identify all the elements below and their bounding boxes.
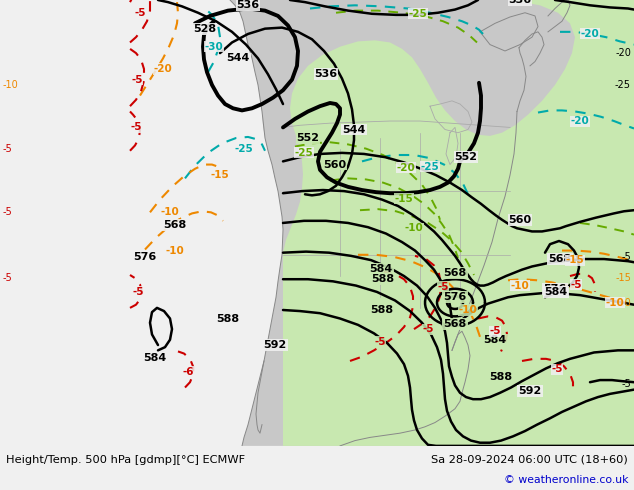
Text: -15: -15 (210, 170, 230, 180)
Text: 584: 584 (143, 353, 167, 363)
Text: © weatheronline.co.uk: © weatheronline.co.uk (503, 475, 628, 485)
Text: -15: -15 (394, 194, 413, 203)
Text: 568: 568 (443, 268, 467, 278)
Text: 536: 536 (236, 0, 259, 10)
Text: 584: 584 (370, 264, 392, 273)
Text: -25: -25 (295, 148, 313, 158)
Text: Height/Temp. 500 hPa [gdmp][°C] ECMWF: Height/Temp. 500 hPa [gdmp][°C] ECMWF (6, 455, 245, 465)
Text: -20: -20 (153, 64, 172, 74)
Text: -5: -5 (621, 379, 631, 390)
Text: -20: -20 (615, 48, 631, 58)
Text: -20: -20 (581, 29, 599, 39)
Text: -5: -5 (3, 273, 13, 283)
Text: -5: -5 (133, 287, 144, 297)
Text: 584: 584 (545, 287, 567, 297)
Text: -15: -15 (615, 273, 631, 283)
Text: 552: 552 (297, 133, 320, 143)
Text: -5: -5 (3, 207, 13, 218)
Text: 536: 536 (508, 0, 531, 5)
Polygon shape (283, 0, 634, 446)
Text: -10: -10 (165, 245, 184, 256)
Text: -5: -5 (489, 326, 501, 336)
Text: -5: -5 (374, 337, 385, 347)
Text: -5: -5 (131, 74, 143, 85)
Text: -6: -6 (182, 367, 194, 377)
Text: 576: 576 (543, 284, 567, 294)
Text: -10: -10 (510, 281, 529, 291)
Text: -10: -10 (3, 80, 19, 90)
Text: -20: -20 (397, 163, 415, 173)
Text: -10: -10 (458, 305, 477, 315)
Text: -10: -10 (404, 223, 424, 233)
Text: -15: -15 (566, 255, 585, 265)
Text: 544: 544 (226, 53, 250, 63)
Text: 584: 584 (483, 335, 507, 345)
Text: -5: -5 (130, 122, 142, 132)
Text: 544: 544 (342, 124, 366, 135)
Text: -5: -5 (422, 324, 434, 334)
Text: -5: -5 (3, 144, 13, 154)
Text: 560: 560 (323, 160, 347, 170)
Polygon shape (230, 0, 634, 446)
Text: 560: 560 (508, 215, 531, 225)
Text: 576: 576 (443, 292, 467, 302)
Text: 592: 592 (263, 340, 287, 350)
Text: -5: -5 (621, 252, 631, 262)
Text: -10: -10 (605, 297, 624, 308)
Text: -5: -5 (134, 8, 146, 18)
Text: 552: 552 (455, 152, 477, 162)
Text: -25: -25 (409, 9, 427, 19)
Text: 568: 568 (443, 319, 467, 329)
Text: -10: -10 (160, 207, 179, 218)
Text: -25: -25 (420, 162, 439, 172)
Text: 568: 568 (164, 220, 186, 230)
Text: -20: -20 (571, 116, 590, 126)
Text: 588: 588 (370, 305, 394, 315)
Text: -5: -5 (437, 282, 449, 292)
Text: 588: 588 (372, 274, 394, 284)
Text: -25: -25 (235, 144, 254, 154)
Text: 588: 588 (216, 314, 240, 323)
Text: 568: 568 (548, 254, 572, 264)
Polygon shape (572, 0, 630, 83)
Text: -30: -30 (205, 42, 223, 52)
Text: 528: 528 (193, 24, 217, 34)
Text: 576: 576 (133, 252, 157, 262)
Text: 592: 592 (519, 386, 541, 396)
Text: -25: -25 (615, 80, 631, 90)
Text: 536: 536 (314, 69, 337, 79)
Text: -10: -10 (615, 297, 631, 308)
Text: -5: -5 (570, 279, 582, 290)
Text: Sa 28-09-2024 06:00 UTC (18+60): Sa 28-09-2024 06:00 UTC (18+60) (431, 455, 628, 465)
Text: -5: -5 (551, 365, 563, 374)
Text: 588: 588 (489, 372, 512, 382)
